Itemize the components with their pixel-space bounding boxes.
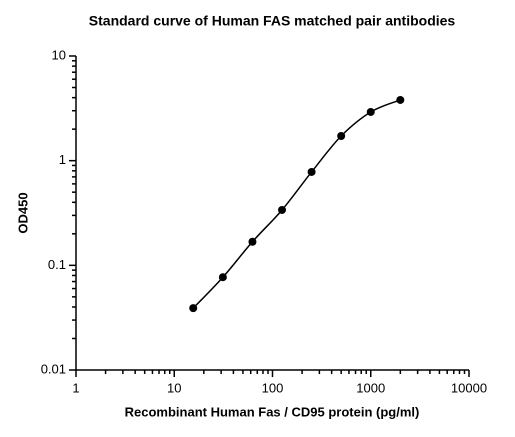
data-point	[307, 167, 316, 176]
x-axis-label: Recombinant Human Fas / CD95 protein (pg…	[125, 404, 420, 419]
y-tick-label: 0.01	[41, 361, 66, 376]
x-tick-label: 10000	[451, 380, 487, 395]
x-tick-label: 1000	[356, 380, 385, 395]
x-tick-label: 1	[72, 380, 79, 395]
y-tick-label: 1	[59, 152, 66, 167]
data-point	[248, 237, 257, 246]
data-point	[189, 304, 198, 313]
x-tick-label: 100	[262, 380, 284, 395]
data-point	[396, 95, 405, 104]
y-axis-label: OD450	[15, 192, 30, 233]
chart-title: Standard curve of Human FAS matched pair…	[89, 13, 456, 29]
data-point	[366, 107, 375, 116]
data-point	[278, 205, 287, 214]
x-tick-label: 10	[167, 380, 181, 395]
data-point	[337, 132, 346, 141]
y-tick-label: 0.1	[48, 257, 66, 272]
y-tick-label: 10	[52, 47, 66, 62]
data-point	[218, 273, 227, 282]
